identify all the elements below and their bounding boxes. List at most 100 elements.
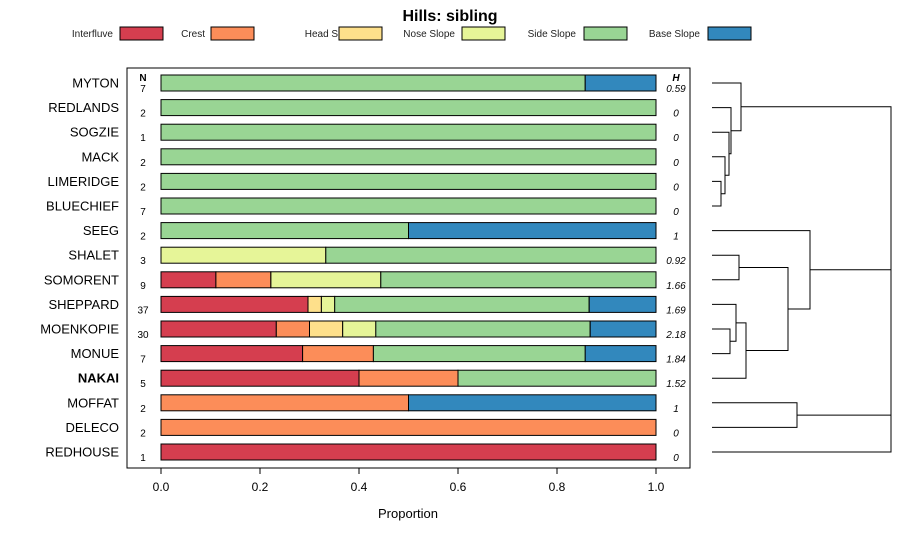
h-value: 1 [673,404,679,415]
row-label: BLUECHIEF [46,199,119,214]
x-tick-label: 0.8 [549,480,566,494]
h-value: 1.69 [666,305,686,316]
row-label: NAKAI [78,371,119,386]
x-tick-label: 0.0 [153,480,170,494]
bar-segment [160,148,657,166]
bar-segment [325,246,657,264]
h-value: 1 [673,232,679,243]
bar-segment [160,345,304,363]
bar-segment [160,295,309,313]
n-value: 2 [140,158,146,169]
h-value: 0 [673,182,679,193]
row-label: DELECO [66,420,119,435]
n-value: 7 [140,84,146,95]
bar-segment [307,295,322,313]
h-value: 0 [673,207,679,218]
row-label: MACK [81,149,119,164]
n-value: 2 [140,182,146,193]
h-value: 0 [673,428,679,439]
bar-segment [380,271,657,289]
h-value: 1.66 [666,281,686,292]
n-value: 7 [140,355,146,366]
bar-segment [160,74,586,92]
h-value: 2.18 [665,330,686,341]
legend: Interfluve Crest Head Slope Nose Slope Side … [72,26,752,41]
bar-segment [160,172,657,190]
dendrogram-link [712,131,730,176]
dendrogram-link [712,414,892,453]
dendrogram-link [741,106,892,271]
row-label: MOENKOPIE [40,322,119,337]
x-tick-label: 0.2 [252,480,269,494]
dendrogram-link [712,230,811,310]
x-axis-title: Proportion [378,506,438,521]
legend-swatch [707,26,752,41]
dendrogram-link [712,82,742,132]
bar-segment [358,369,459,387]
legend-swatch [583,26,628,41]
bar-segment [275,320,310,338]
row-label: SOGZIE [70,125,119,140]
h-column-header: H [672,73,680,84]
bar-segment [584,74,657,92]
h-value: 0 [673,453,679,464]
bar-segment [160,394,409,412]
chart-title: Hills: sibling [402,8,497,25]
legend-swatch [461,26,506,41]
dendrogram-link [712,156,726,195]
x-tick-label: 0.4 [351,480,368,494]
legend-label: Head Slope [305,29,358,40]
h-value: 0.59 [666,84,686,95]
h-value: 0 [673,158,679,169]
n-value: 5 [140,379,146,390]
n-value: 2 [140,404,146,415]
n-value: 1 [140,453,146,464]
bar-segment [588,295,657,313]
h-value: 1.52 [666,379,686,390]
h-value: 0 [673,109,679,120]
row-label: REDHOUSE [45,445,119,460]
row-label: LIMERIDGE [47,174,119,189]
bar-segment [457,369,657,387]
bar-segment [160,271,217,289]
bar-segment [270,271,382,289]
row-label: SHEPPARD [48,297,119,312]
bar-segment [160,99,657,117]
legend-label: Nose Slope [403,29,455,40]
bar-segment [320,295,336,313]
bar-segment [589,320,657,338]
dendrogram-link [712,180,722,207]
dendrogram-link [712,303,737,342]
row-label: MYTON [72,76,119,91]
plot-frame [126,67,691,469]
bar-segment [160,246,327,264]
x-tick-label: 0.6 [450,480,467,494]
legend-label: Base Slope [649,29,701,40]
legend-label: Interfluve [72,29,114,40]
bar-segment [160,443,657,461]
n-value: 2 [140,428,146,439]
legend-swatch [210,26,255,41]
legend-swatch [338,26,383,41]
n-value: 30 [137,330,149,341]
bar-segment [372,345,586,363]
h-value: 0.92 [666,256,686,267]
n-value: 7 [140,207,146,218]
bar-segment [160,197,657,215]
legend-label: Side Slope [528,29,577,40]
dendrogram [712,82,892,453]
bar-segment [408,222,657,240]
legend-label: Crest [181,29,205,40]
bar-segment [375,320,591,338]
bar-segment [309,320,344,338]
bar-segment [302,345,374,363]
h-value: 1.84 [666,355,686,366]
row-label: MONUE [71,346,120,361]
bar-segment [160,369,360,387]
n-value: 9 [140,281,146,292]
row-label: REDLANDS [48,100,119,115]
n-value: 3 [140,256,146,267]
row-label: MOFFAT [67,395,119,410]
row-label: SEEG [83,223,119,238]
